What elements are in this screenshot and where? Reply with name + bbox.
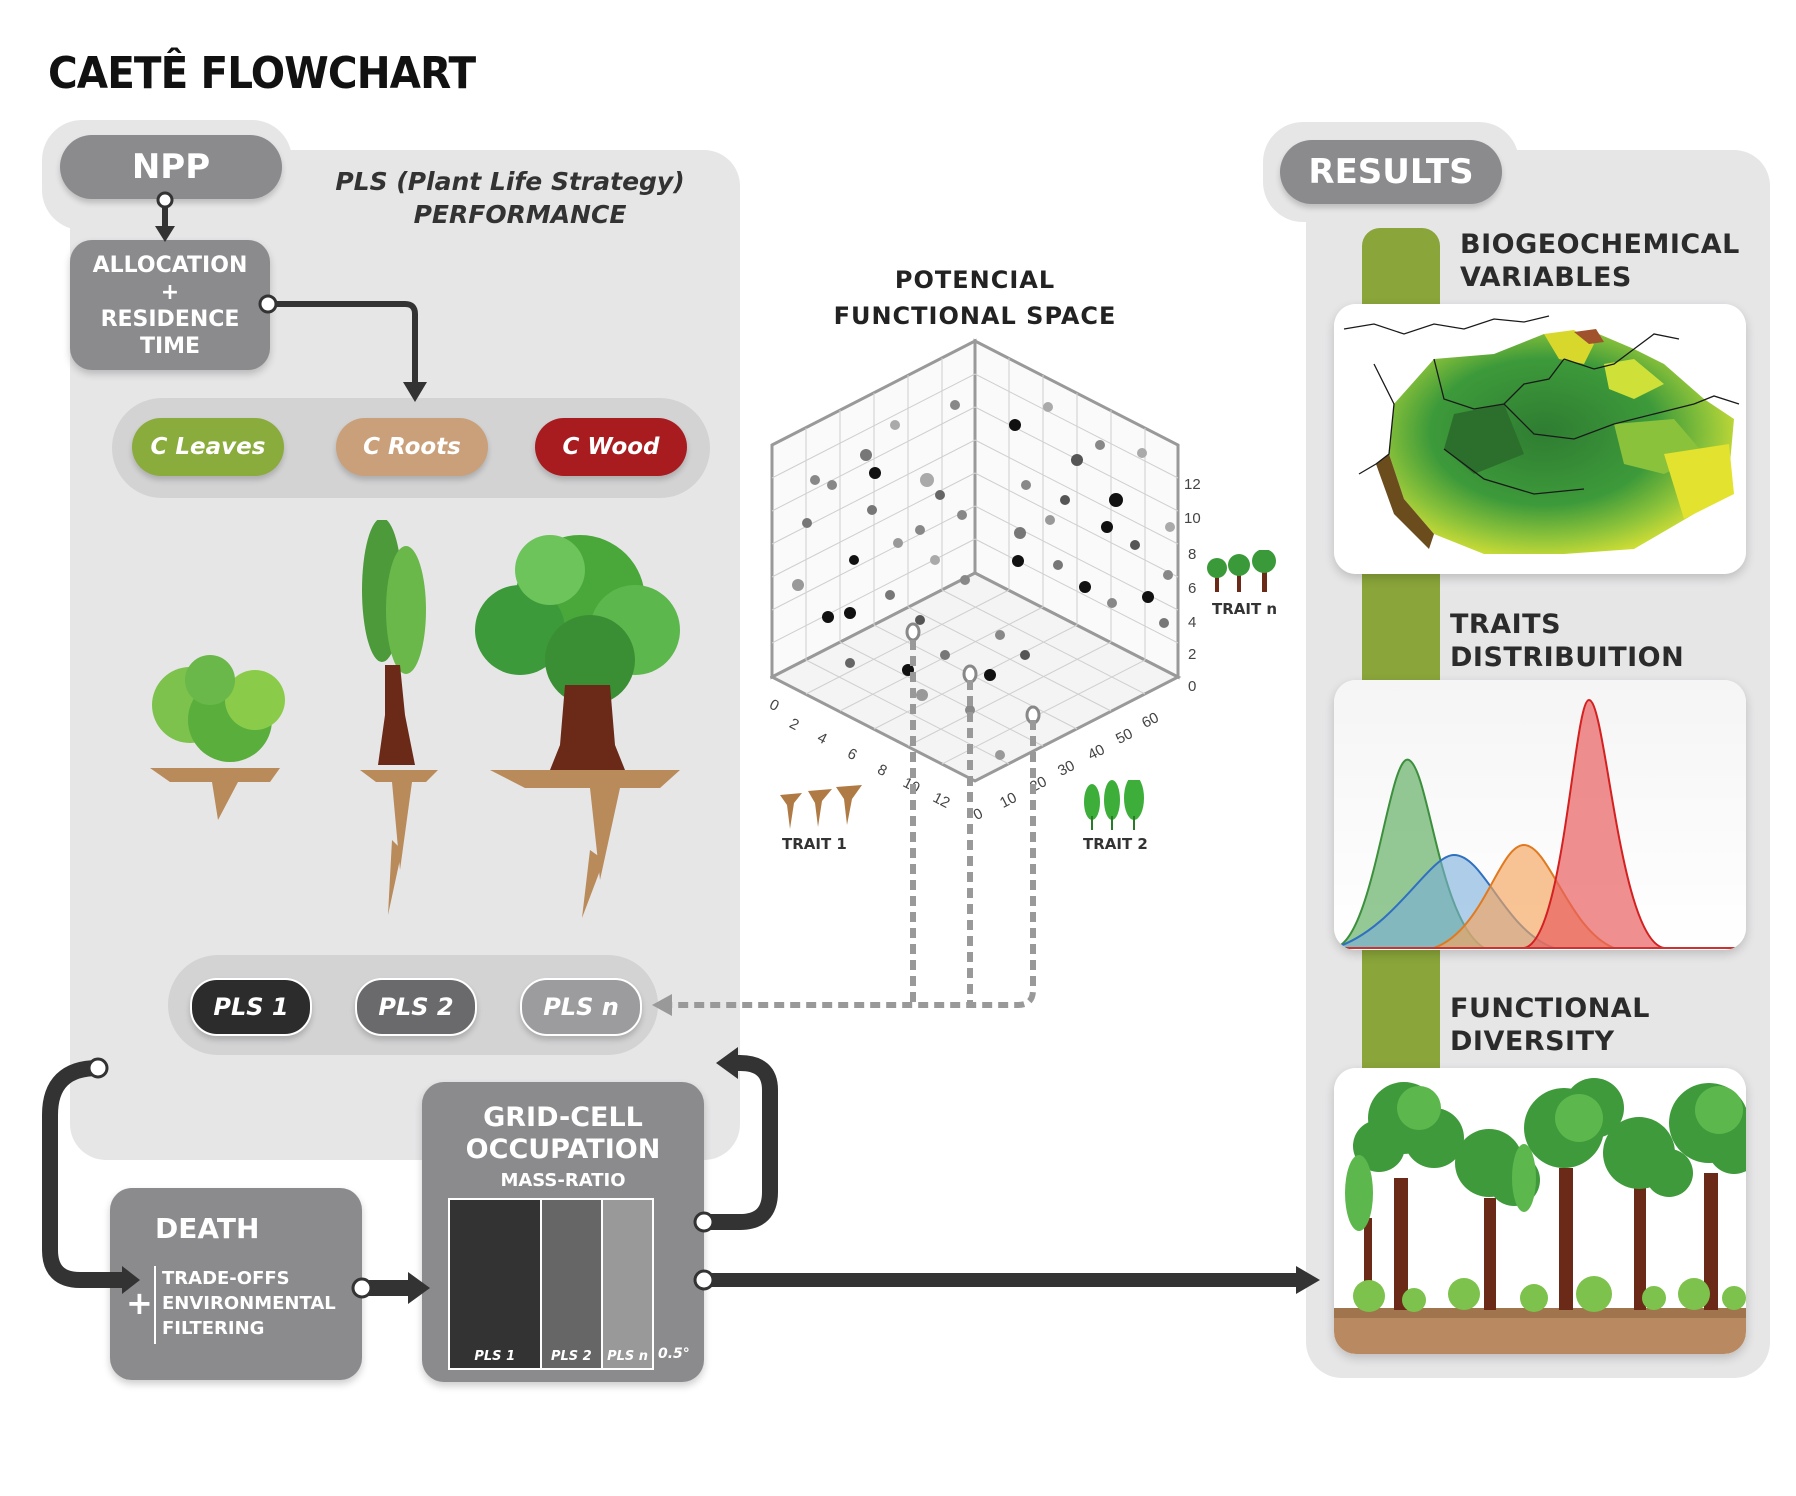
pls-n-bar: PLS n [601,1200,652,1368]
pls-performance-heading: PLS (Plant Life Strategy) PERFORMANCE [320,165,700,231]
grid-cell-box: GRID-CELL OCCUPATION MASS-RATIO PLS 1 PL… [422,1082,704,1382]
pls-performance-line2: PERFORMANCE [413,200,627,229]
pls-2-bar-label: PLS 2 [550,1349,592,1364]
biogeochemical-line1: BIOGEOCHEMICAL [1460,229,1740,260]
traitn-tick: 12 [1184,476,1201,493]
allocation-line: ALLOCATION [92,253,248,278]
allocation-line: RESIDENCE [100,307,240,332]
traits-distribution-chart [1334,680,1746,950]
npp-label: NPP [60,135,282,199]
functional-space-line2: FUNCTIONAL SPACE [833,302,1117,330]
pls-1-bar: PLS 1 [450,1200,540,1368]
death-plus-sign: + [126,1284,153,1322]
biogeochemical-map [1334,304,1746,574]
pls-2-bar: PLS 2 [539,1200,602,1368]
trait2-leaf-icon [1084,780,1144,830]
death-factor: ENVIRONMENTAL [162,1293,336,1314]
page-title: CAETÊ FLOWCHART [48,48,476,99]
death-factors: TRADE-OFFS ENVIRONMENTAL FILTERING [162,1266,336,1341]
big-tree-icon [475,535,680,918]
allocation-plus: + [160,280,180,305]
pls-performance-line1: PLS (Plant Life Strategy) [335,167,685,196]
traitn-tick: 6 [1188,580,1197,597]
death-label: DEATH [155,1212,260,1245]
forest-image [1334,1068,1746,1354]
biogeochemical-label: BIOGEOCHEMICAL VARIABLES [1460,228,1740,294]
pls-n-bar-label: PLS n [607,1349,649,1364]
traitn-tree-icon [1207,550,1276,592]
traitn-tick: 8 [1188,546,1197,563]
traits-line1: TRAITS [1450,609,1562,640]
results-label: RESULTS [1280,140,1502,204]
diversity-line2: DIVERSITY [1450,1026,1615,1057]
tree-illustrations [150,520,680,918]
shrub-icon [150,655,285,820]
tall-tree-icon [360,520,438,915]
allocation-line: TIME [139,334,201,359]
distribution-curves-image [1334,680,1746,950]
allocation-box: ALLOCATION + RESIDENCE TIME [70,240,270,370]
pls-2-button: PLS 2 [355,978,477,1036]
death-divider [154,1266,156,1344]
traitn-tick: 0 [1188,678,1197,695]
functional-space-line1: POTENCIAL [894,266,1056,294]
grid-cell-subtitle: MASS-RATIO [500,1170,626,1191]
pls-n-button: PLS n [520,978,642,1036]
c-wood-pool: C Wood [535,418,687,476]
traits-line2: DISTRIBUITION [1450,642,1685,673]
functional-diversity-forest [1334,1068,1746,1354]
functional-diversity-label: FUNCTIONAL DIVERSITY [1450,992,1650,1058]
grid-cell-title-2: OCCUPATION [465,1134,661,1165]
pls-1-bar-label: PLS 1 [474,1349,516,1364]
resolution-label: 0.5° [658,1346,690,1362]
traitn-tick: 2 [1188,646,1197,663]
grid-cell-title-1: GRID-CELL [483,1102,643,1133]
c-leaves-pool: C Leaves [132,418,284,476]
death-factor: FILTERING [162,1318,265,1339]
trait1-label: TRAIT 1 [782,835,847,853]
traitn-tick: 10 [1184,510,1201,527]
functional-space-title: POTENCIAL FUNCTIONAL SPACE [800,262,1150,334]
trait1-root-icon [780,785,862,829]
trait2-label: TRAIT 2 [1083,835,1148,853]
mass-ratio-frame: PLS 1 PLS 2 PLS n [448,1198,654,1370]
biogeochemical-line2: VARIABLES [1460,262,1632,293]
traitn-label: TRAIT n [1212,600,1278,618]
trait-points [792,400,1175,760]
diversity-line1: FUNCTIONAL [1450,993,1650,1024]
pls-1-button: PLS 1 [190,978,312,1036]
traits-distribution-label: TRAITS DISTRIBUITION [1450,608,1684,674]
death-factor: TRADE-OFFS [162,1268,290,1289]
death-box: DEATH + TRADE-OFFS ENVIRONMENTAL FILTERI… [110,1188,362,1380]
traitn-tick: 4 [1188,614,1197,631]
c-roots-pool: C Roots [336,418,488,476]
amazon-map-image [1334,304,1746,574]
